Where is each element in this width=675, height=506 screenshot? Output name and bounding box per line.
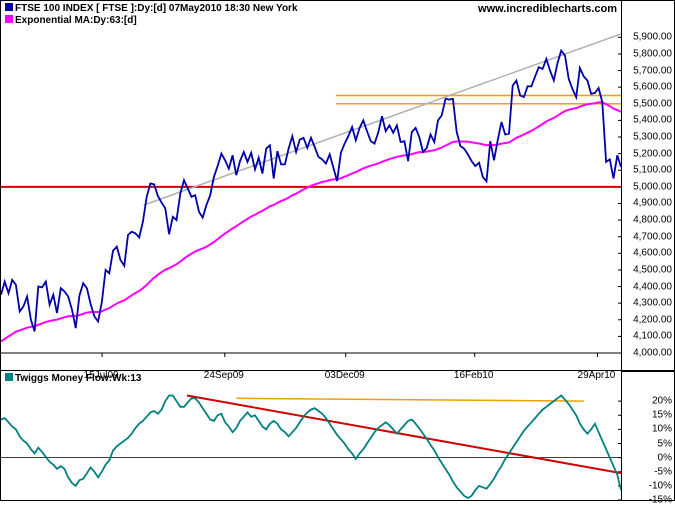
ylabel: -15%: [649, 495, 672, 506]
ylabel: 5,800.00: [633, 48, 672, 59]
ylabel: 5,900.00: [633, 32, 672, 43]
ylabel: 4,100.00: [633, 331, 672, 342]
ylabel: 4,500.00: [633, 264, 672, 275]
ylabel: 4,800.00: [633, 215, 672, 226]
ylabel: 5,100.00: [633, 165, 672, 176]
ylabel: 20%: [652, 396, 672, 407]
ylabel: 5,300.00: [633, 132, 672, 143]
ylabel: 5,500.00: [633, 98, 672, 109]
ylabel: 4,900.00: [633, 198, 672, 209]
ylabel: 5,700.00: [633, 65, 672, 76]
ylabel: 15%: [652, 410, 672, 421]
ylabel: 0%: [658, 452, 672, 463]
ylabel: 5,600.00: [633, 82, 672, 93]
ylabel: 5,400.00: [633, 115, 672, 126]
chart-container: FTSE 100 INDEX [ FTSE ]:Dy:[d] 07May2010…: [0, 0, 675, 500]
yaxis-price: 4,000.00 4,100.00 4,200.00 4,300.00 4,400.00…: [620, 0, 675, 372]
ylabel: 4,400.00: [633, 281, 672, 292]
price-panel: FTSE 100 INDEX [ FTSE ]:Dy:[d] 07May2010…: [0, 0, 622, 372]
ylabel: 4,200.00: [633, 314, 672, 325]
indicator-panel: Twiggs Money Flow:Wk:13: [0, 370, 622, 501]
ylabel: 4,600.00: [633, 248, 672, 259]
ylabel: 10%: [652, 424, 672, 435]
ylabel: -10%: [649, 480, 672, 491]
ylabel: 4,000.00: [633, 348, 672, 359]
ylabel: 4,700.00: [633, 231, 672, 242]
ylabel: 4,300.00: [633, 298, 672, 309]
ylabel: 5,200.00: [633, 148, 672, 159]
price-chart-svg: [1, 1, 621, 371]
yaxis-indicator: -15%-10%-5%0%5%10%15%20%: [620, 370, 675, 501]
indicator-chart-svg: [1, 371, 621, 500]
ylabel: -5%: [654, 466, 672, 477]
ylabel: 5%: [658, 438, 672, 449]
ylabel: 5,000.00: [633, 181, 672, 192]
